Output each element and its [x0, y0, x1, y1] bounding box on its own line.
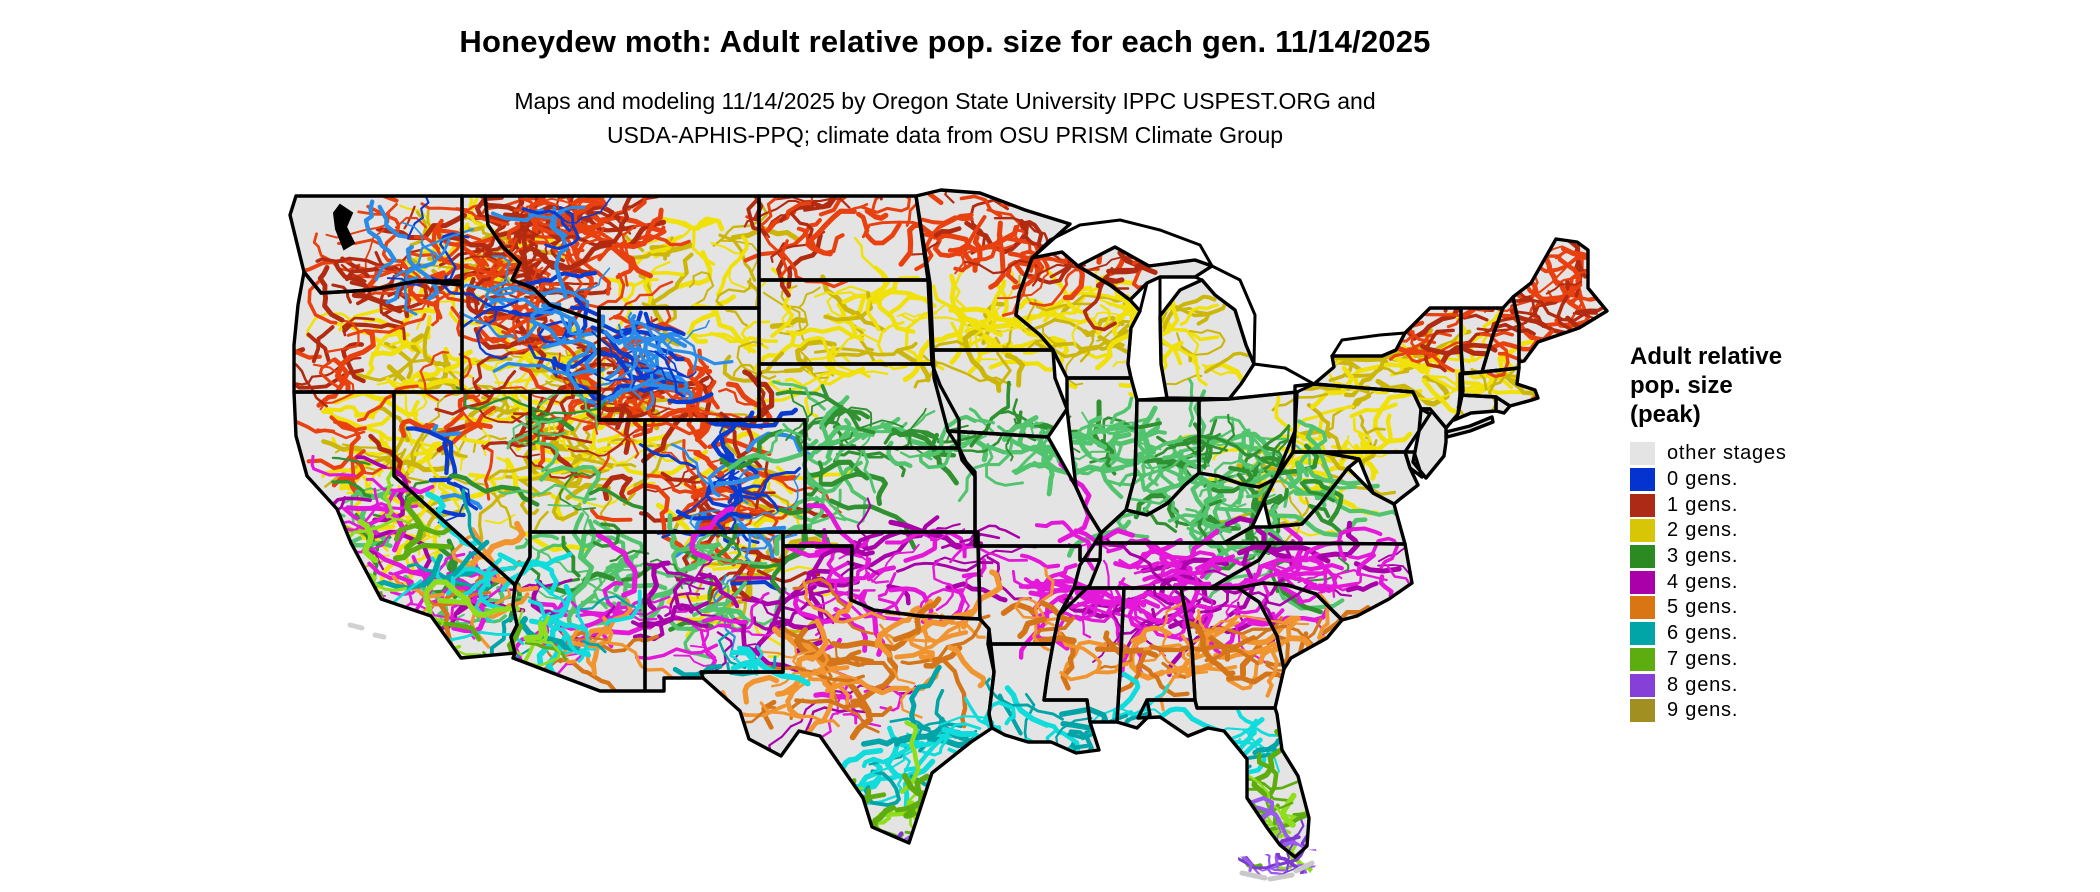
legend-item: 5 gens.	[1630, 595, 1910, 621]
legend-item: 6 gens.	[1630, 621, 1910, 647]
legend-title: Adult relative pop. size (peak)	[1630, 342, 1910, 429]
legend-item: 8 gens.	[1630, 672, 1910, 698]
legend-item: 1 gens.	[1630, 492, 1910, 518]
legend-item: 9 gens.	[1630, 698, 1910, 724]
generation-bands-layer	[290, 190, 1607, 881]
legend-label: other stages	[1667, 442, 1787, 465]
legend-title-line-2: pop. size	[1630, 372, 1733, 399]
legend-swatch	[1630, 545, 1655, 569]
legend-label: 1 gens.	[1667, 493, 1739, 516]
legend-item: other stages	[1630, 441, 1910, 467]
legend-swatch	[1630, 622, 1655, 646]
legend-label: 4 gens.	[1667, 570, 1739, 593]
state-borders-layer	[288, 188, 1609, 859]
legend: Adult relative pop. size (peak) other st…	[1630, 342, 1910, 724]
legend-item: 4 gens.	[1630, 569, 1910, 595]
legend-label: 6 gens.	[1667, 622, 1739, 645]
legend-title-line-3: (peak)	[1630, 401, 1701, 428]
page-title: Honeydew moth: Adult relative pop. size …	[459, 24, 1431, 59]
page-subtitle: Maps and modeling 11/14/2025 by Oregon S…	[0, 84, 1890, 152]
legend-swatch	[1630, 570, 1655, 594]
legend-title-line-1: Adult relative	[1630, 343, 1783, 370]
legend-swatch	[1630, 673, 1655, 697]
legend-label: 5 gens.	[1667, 596, 1739, 619]
channel-islands-detail	[347, 622, 387, 640]
legend-label: 3 gens.	[1667, 545, 1739, 568]
legend-item: 7 gens.	[1630, 647, 1910, 673]
legend-item: 0 gens.	[1630, 467, 1910, 493]
legend-item: 2 gens.	[1630, 518, 1910, 544]
us-map-svg	[288, 188, 1609, 882]
legend-label: 8 gens.	[1667, 673, 1739, 696]
subtitle-line-2: USDA-APHIS-PPQ; climate data from OSU PR…	[606, 122, 1284, 148]
florida-keys-detail	[1239, 860, 1315, 882]
legend-swatch	[1630, 442, 1655, 466]
legend-swatch	[1630, 647, 1655, 671]
puget-sound-detail	[332, 203, 356, 251]
legend-swatch	[1630, 596, 1655, 620]
legend-item: 3 gens.	[1630, 544, 1910, 570]
legend-items: other stages 0 gens. 1 gens. 2 gens. 3 gens.…	[1630, 441, 1910, 724]
legend-label: 7 gens.	[1667, 647, 1739, 670]
legend-swatch	[1630, 699, 1655, 723]
legend-swatch	[1630, 519, 1655, 543]
band-0-gens-	[363, 190, 812, 657]
subtitle-line-1: Maps and modeling 11/14/2025 by Oregon S…	[514, 88, 1376, 114]
us-map	[280, 185, 1610, 885]
legend-swatch	[1630, 468, 1655, 492]
legend-label: 9 gens.	[1667, 699, 1739, 722]
legend-swatch	[1630, 493, 1655, 517]
legend-label: 0 gens.	[1667, 468, 1739, 491]
legend-label: 2 gens.	[1667, 519, 1739, 542]
